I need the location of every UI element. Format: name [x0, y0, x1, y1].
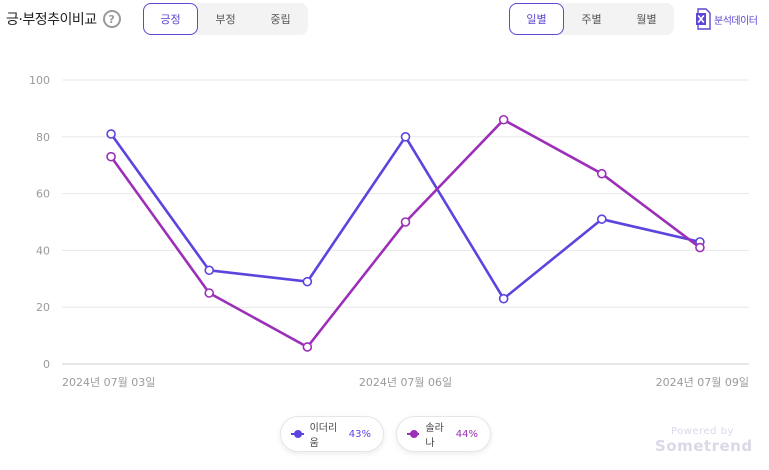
tab-monthly[interactable]: 월별 — [636, 13, 657, 26]
x-tick-label: 2024년 07월 09일 — [656, 375, 749, 389]
legend-item-solana[interactable]: 솔라나 44% — [396, 416, 491, 452]
series-line-2 — [110, 118, 701, 349]
x-tick-label: 2024년 07월 03일 — [62, 375, 155, 389]
y-tick-label: 20 — [36, 301, 50, 314]
brand-name: Sometrend — [655, 437, 753, 455]
tab-neutral[interactable]: 중립 — [270, 13, 291, 26]
y-tick-label: 40 — [36, 244, 50, 257]
period-tab-group: 일별 주별 월별 — [509, 3, 674, 35]
legend-percent: 43% — [348, 428, 371, 440]
data-point[interactable] — [302, 276, 313, 287]
x-tick-label: 2024년 07월 06일 — [359, 375, 452, 389]
data-point[interactable] — [400, 132, 411, 142]
legend-item-ethereum[interactable]: 이더리움 43% — [280, 416, 384, 452]
data-point[interactable] — [498, 293, 509, 304]
sentiment-tab-group: 긍정 부정 중립 — [143, 3, 308, 35]
data-point[interactable] — [204, 288, 215, 298]
legend-marker-icon — [407, 430, 420, 438]
data-point[interactable] — [596, 214, 607, 224]
data-point[interactable] — [204, 265, 215, 276]
y-tick-label: 80 — [36, 131, 50, 144]
y-tick-label: 0 — [43, 358, 50, 371]
data-point[interactable] — [106, 151, 116, 162]
chart-header: 긍·부정추이비교 ? — [6, 6, 121, 32]
legend-percent: 44% — [455, 428, 478, 440]
help-icon[interactable]: ? — [102, 10, 121, 28]
chart-title: 긍·부정추이비교 — [6, 12, 97, 28]
data-point[interactable] — [400, 217, 411, 227]
powered-by-text: Powered by — [671, 426, 734, 437]
y-tick-label: 60 — [36, 188, 50, 201]
tab-weekly[interactable]: 주별 — [581, 13, 602, 26]
excel-icon — [696, 8, 711, 30]
data-point[interactable] — [106, 129, 116, 139]
series-line-1 — [110, 133, 701, 300]
x-axis-ticks: 2024년 07월 03일 2024년 07월 06일 2024년 07월 09일 — [62, 375, 749, 389]
legend-name: 솔라나 — [425, 423, 444, 449]
legend-marker-icon — [291, 430, 304, 438]
legend-name: 이더리움 — [309, 423, 338, 449]
data-point[interactable] — [596, 168, 607, 179]
tab-positive[interactable]: 긍정 — [143, 3, 198, 35]
series-points — [106, 114, 705, 352]
data-point[interactable] — [498, 114, 509, 125]
y-axis-ticks: 0 20 40 60 80 100 — [29, 74, 50, 371]
export-data-button[interactable]: 분석데이터 — [695, 7, 758, 31]
tab-daily[interactable]: 일별 — [509, 3, 564, 35]
y-tick-label: 100 — [29, 74, 50, 87]
data-point[interactable] — [695, 242, 705, 253]
data-point[interactable] — [302, 342, 313, 352]
series-lines — [110, 118, 701, 349]
powered-by-logo: Powered by Sometrend — [655, 426, 753, 455]
export-label: 분석데이터 — [714, 15, 758, 27]
tab-negative[interactable]: 부정 — [215, 13, 236, 26]
